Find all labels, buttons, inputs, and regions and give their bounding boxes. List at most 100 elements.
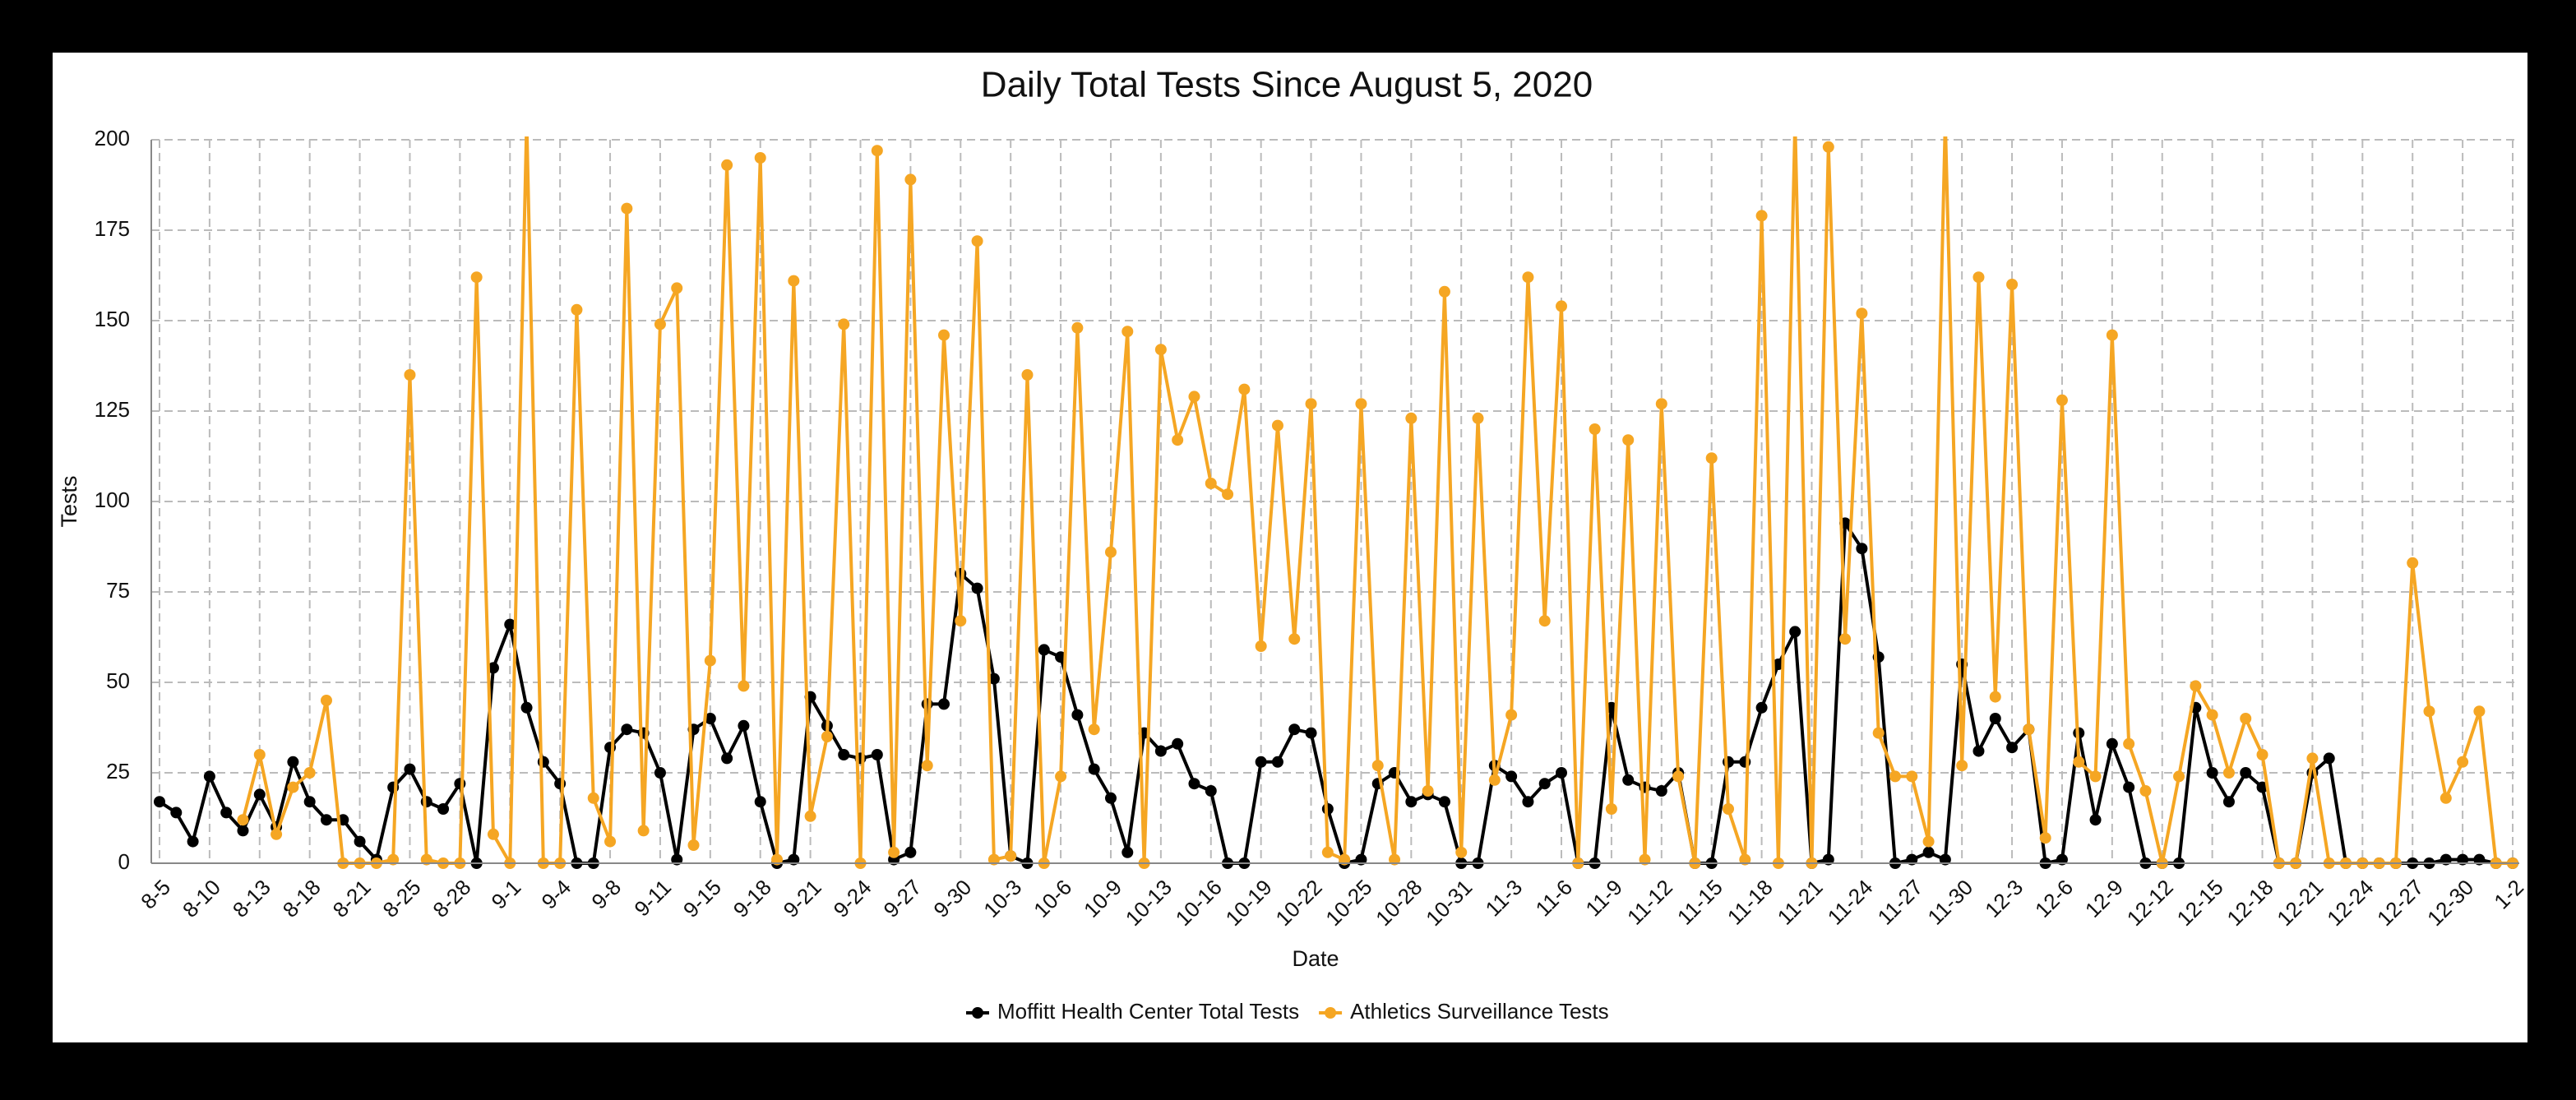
data-point	[287, 756, 299, 768]
data-point	[2240, 767, 2252, 779]
data-point	[1255, 756, 1267, 768]
y-tick-label: 125	[95, 397, 130, 422]
data-point	[904, 846, 917, 858]
data-point	[1622, 774, 1635, 786]
data-point	[1789, 626, 1801, 638]
data-point	[721, 752, 733, 765]
data-point	[220, 807, 233, 819]
data-point	[1505, 770, 1518, 783]
data-point	[571, 303, 583, 316]
data-point	[2089, 814, 2102, 826]
data-point	[1122, 846, 1134, 858]
data-point	[637, 825, 650, 837]
data-point	[1672, 770, 1685, 783]
data-point	[938, 698, 950, 710]
x-axis-label: Date	[1292, 946, 1339, 971]
data-point	[1972, 271, 1985, 284]
data-point	[1556, 767, 1568, 779]
data-point	[1271, 419, 1283, 432]
legend-marker	[1325, 1007, 1337, 1019]
data-point	[955, 615, 967, 627]
y-tick-label: 0	[118, 849, 130, 874]
data-point	[487, 828, 499, 840]
data-point	[1405, 796, 1417, 808]
data-point	[1605, 803, 1617, 815]
data-point	[1288, 723, 1301, 736]
data-point	[1055, 770, 1067, 783]
data-point	[1238, 383, 1251, 395]
data-point	[2106, 737, 2118, 750]
data-point	[1455, 846, 1468, 858]
legend-label: Moffitt Health Center Total Tests	[997, 999, 1299, 1024]
data-point	[1889, 770, 1901, 783]
data-point	[2440, 792, 2452, 804]
data-point	[1856, 543, 1868, 555]
data-point	[971, 582, 983, 594]
data-point	[2222, 767, 2235, 779]
data-point	[987, 672, 1000, 685]
series-line	[158, 521, 2513, 865]
data-point	[1188, 778, 1200, 790]
data-point	[1856, 307, 1868, 320]
data-point	[1122, 326, 1134, 338]
data-point	[904, 173, 917, 186]
data-point	[1071, 321, 1084, 334]
legend-label: Athletics Surveillance Tests	[1350, 999, 1609, 1024]
data-point	[888, 846, 900, 858]
data-point	[1556, 300, 1568, 312]
data-point	[1205, 478, 1217, 489]
data-point	[2423, 705, 2435, 718]
data-point	[1472, 412, 1484, 424]
data-point	[1755, 210, 1768, 222]
data-point	[1222, 488, 1234, 501]
data-point	[1705, 452, 1718, 464]
data-point	[1972, 745, 1985, 757]
data-point	[1371, 760, 1384, 772]
data-point	[654, 318, 666, 330]
y-tick-label: 50	[106, 668, 130, 693]
data-point	[738, 680, 750, 692]
data-point	[1438, 285, 1450, 298]
data-point	[2222, 796, 2235, 808]
data-point	[1172, 737, 1184, 750]
data-point	[2240, 713, 2252, 724]
data-point	[1655, 398, 1667, 410]
data-point	[1438, 796, 1450, 808]
data-point	[253, 749, 266, 760]
data-point	[253, 788, 266, 801]
data-point	[687, 839, 700, 851]
data-point	[704, 654, 716, 667]
data-point	[1104, 546, 1117, 558]
data-point	[654, 767, 666, 779]
data-point	[2323, 752, 2335, 765]
data-point	[2006, 279, 2019, 290]
data-point	[2256, 749, 2268, 760]
data-point	[1305, 727, 1317, 739]
data-point	[271, 828, 283, 840]
data-point	[1021, 369, 1034, 381]
data-point	[1071, 709, 1084, 721]
data-point	[1088, 723, 1100, 736]
data-point	[1505, 709, 1518, 721]
data-point	[621, 202, 633, 215]
data-point	[1355, 398, 1367, 410]
data-point	[2106, 329, 2118, 341]
data-point	[804, 810, 816, 822]
data-point	[938, 329, 950, 341]
data-point	[1839, 633, 1852, 645]
data-point	[838, 749, 850, 760]
data-point	[2123, 737, 2135, 750]
data-point	[2139, 785, 2152, 797]
data-point	[1872, 727, 1885, 739]
data-point	[537, 756, 549, 768]
data-point	[838, 318, 850, 330]
data-point	[404, 369, 416, 381]
data-point	[971, 235, 983, 247]
data-point	[1488, 774, 1501, 786]
data-point	[2407, 557, 2419, 569]
data-point	[2206, 709, 2218, 721]
data-point	[187, 835, 199, 848]
data-point	[437, 803, 450, 815]
data-point	[754, 152, 766, 164]
